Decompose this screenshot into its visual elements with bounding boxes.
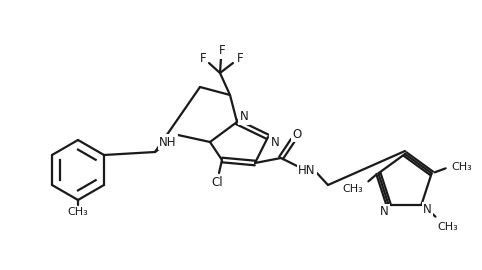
Text: N: N: [240, 110, 248, 123]
Text: N: N: [380, 205, 389, 218]
Text: F: F: [237, 52, 243, 66]
Text: CH₃: CH₃: [67, 207, 88, 217]
Text: O: O: [293, 127, 302, 140]
Text: F: F: [219, 45, 225, 58]
Text: F: F: [200, 52, 206, 66]
Text: CH₃: CH₃: [451, 162, 472, 172]
Text: HN: HN: [298, 164, 316, 177]
Text: CH₃: CH₃: [437, 222, 458, 232]
Text: CH₃: CH₃: [342, 184, 363, 194]
Text: N: N: [423, 203, 432, 216]
Text: NH: NH: [159, 136, 177, 148]
Text: N: N: [270, 136, 280, 148]
Text: Cl: Cl: [211, 177, 223, 190]
